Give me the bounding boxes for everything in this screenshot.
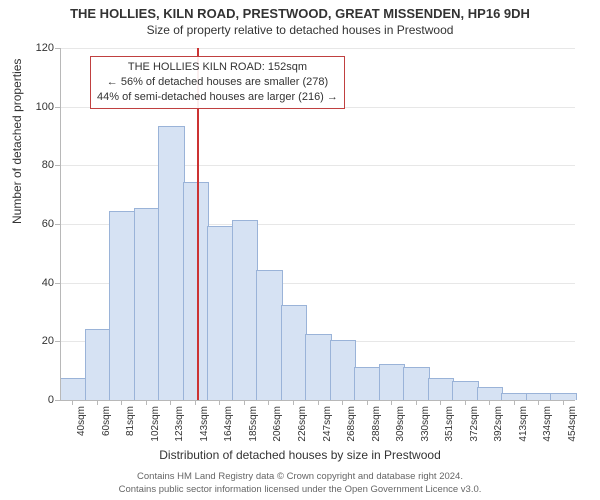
y-tick-label: 20 — [42, 335, 54, 347]
x-tick-label: 247sqm — [322, 406, 333, 442]
chart-subtitle: Size of property relative to detached ho… — [0, 21, 600, 37]
y-axis-line — [60, 48, 61, 400]
x-axis-line — [60, 400, 575, 401]
histogram-bar — [403, 367, 430, 400]
histogram-bar — [109, 211, 136, 400]
histogram-bar — [477, 387, 504, 400]
histogram-bar — [550, 393, 577, 400]
histogram-bar — [452, 381, 479, 400]
annotation-line-2: ← 56% of detached houses are smaller (27… — [97, 75, 338, 90]
histogram-bar — [207, 226, 234, 400]
y-axis-title: Number of detached properties — [10, 59, 24, 224]
histogram-bar — [85, 329, 112, 400]
x-tick-label: 40sqm — [76, 406, 87, 436]
x-tick-label: 268sqm — [346, 406, 357, 442]
footer-attribution: Contains HM Land Registry data © Crown c… — [0, 471, 600, 496]
histogram-bar — [330, 340, 357, 400]
x-tick-label: 226sqm — [297, 406, 308, 442]
histogram-bar — [134, 208, 161, 400]
annotation-line-1: THE HOLLIES KILN ROAD: 152sqm — [97, 60, 338, 75]
y-tick-label: 100 — [36, 101, 54, 113]
x-tick-label: 143sqm — [199, 406, 210, 442]
histogram-bar — [379, 364, 406, 400]
x-tick-label: 372sqm — [469, 406, 480, 442]
x-tick-label: 60sqm — [101, 406, 112, 436]
x-tick-label: 123sqm — [174, 406, 185, 442]
y-tick-label: 80 — [42, 159, 54, 171]
annotation-box: THE HOLLIES KILN ROAD: 152sqm← 56% of de… — [90, 56, 345, 109]
x-tick-label: 392sqm — [493, 406, 504, 442]
y-tick-label: 0 — [48, 394, 54, 406]
histogram-bar — [281, 305, 308, 400]
x-axis-title: Distribution of detached houses by size … — [0, 448, 600, 462]
x-tick-label: 351sqm — [444, 406, 455, 442]
histogram-bar — [256, 270, 283, 400]
y-tick-label: 40 — [42, 277, 54, 289]
histogram-bar — [501, 393, 528, 400]
footer-line-2: Contains public sector information licen… — [0, 484, 600, 496]
histogram-bar — [354, 367, 381, 400]
histogram-bar — [428, 378, 455, 400]
x-tick-label: 81sqm — [125, 406, 136, 436]
grid-line — [60, 48, 575, 49]
x-tick-label: 164sqm — [223, 406, 234, 442]
histogram-bar — [305, 334, 332, 400]
histogram-bar — [60, 378, 87, 400]
x-tick-label: 413sqm — [518, 406, 529, 442]
histogram-bar — [183, 182, 210, 400]
annotation-line-3: 44% of semi-detached houses are larger (… — [97, 90, 338, 105]
histogram-bar — [526, 393, 553, 400]
histogram-bar — [158, 126, 185, 400]
x-tick-label: 454sqm — [567, 406, 578, 442]
y-tick-label: 60 — [42, 218, 54, 230]
x-tick-label: 309sqm — [395, 406, 406, 442]
x-tick-label: 185sqm — [248, 406, 259, 442]
y-tick-label: 120 — [36, 42, 54, 54]
x-tick-label: 288sqm — [371, 406, 382, 442]
histogram-bar — [232, 220, 259, 400]
chart-plot-area: 02040608010012040sqm60sqm81sqm102sqm123s… — [60, 48, 575, 400]
grid-line — [60, 165, 575, 166]
x-tick-label: 206sqm — [272, 406, 283, 442]
x-tick-label: 102sqm — [150, 406, 161, 442]
x-tick-label: 434sqm — [542, 406, 553, 442]
x-tick-label: 330sqm — [420, 406, 431, 442]
footer-line-1: Contains HM Land Registry data © Crown c… — [0, 471, 600, 483]
chart-title: THE HOLLIES, KILN ROAD, PRESTWOOD, GREAT… — [0, 0, 600, 21]
